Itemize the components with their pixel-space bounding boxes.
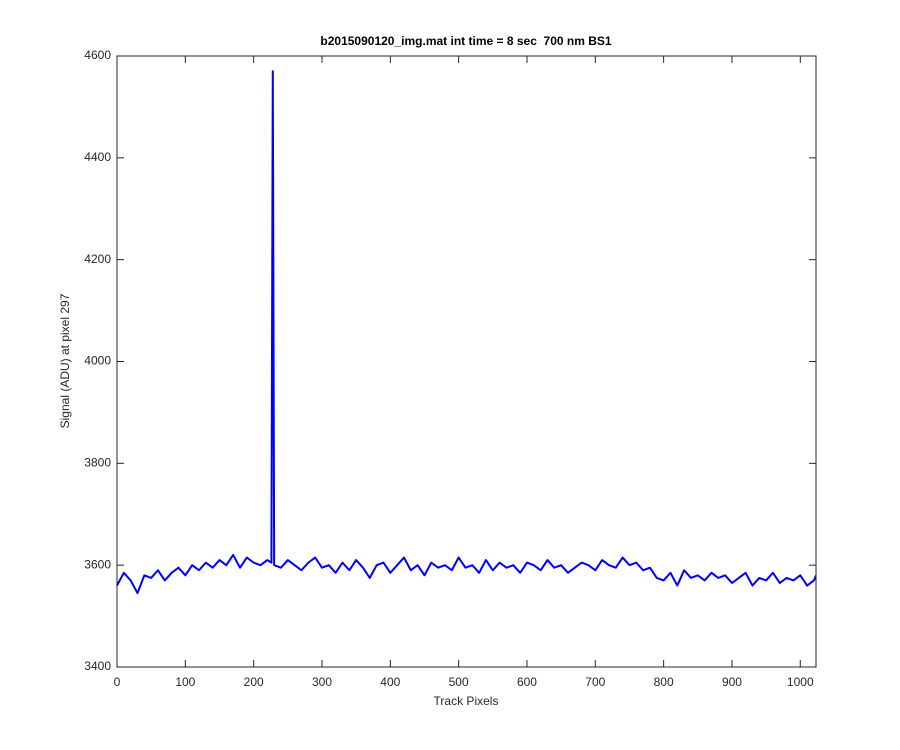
x-tick-label: 300 <box>312 675 332 689</box>
x-tick-label: 200 <box>244 675 264 689</box>
data-line <box>116 70 817 595</box>
y-tick-label: 3400 <box>84 659 111 673</box>
x-tick-label: 400 <box>380 675 400 689</box>
y-axis-label: Signal (ADU) at pixel 297 <box>58 293 72 428</box>
chart-title: b2015090120_img.mat int time = 8 sec 700… <box>320 34 611 48</box>
x-tick-label: 700 <box>585 675 605 689</box>
y-tick-label: 4000 <box>84 354 111 368</box>
x-tick-label: 0 <box>114 675 121 689</box>
x-tick-label: 1000 <box>787 675 814 689</box>
y-tick-label: 3800 <box>84 456 111 470</box>
x-axis-label: Track Pixels <box>434 694 499 708</box>
plot-frame <box>116 55 817 668</box>
x-tick-label: 500 <box>449 675 469 689</box>
x-tick-label: 100 <box>175 675 195 689</box>
y-tick-label: 3600 <box>84 557 111 571</box>
x-tick-label: 800 <box>654 675 674 689</box>
x-tick-label: 900 <box>722 675 742 689</box>
y-tick-label: 4600 <box>84 48 111 62</box>
y-tick-label: 4400 <box>84 150 111 164</box>
y-tick-label: 4200 <box>84 252 111 266</box>
x-tick-label: 600 <box>517 675 537 689</box>
